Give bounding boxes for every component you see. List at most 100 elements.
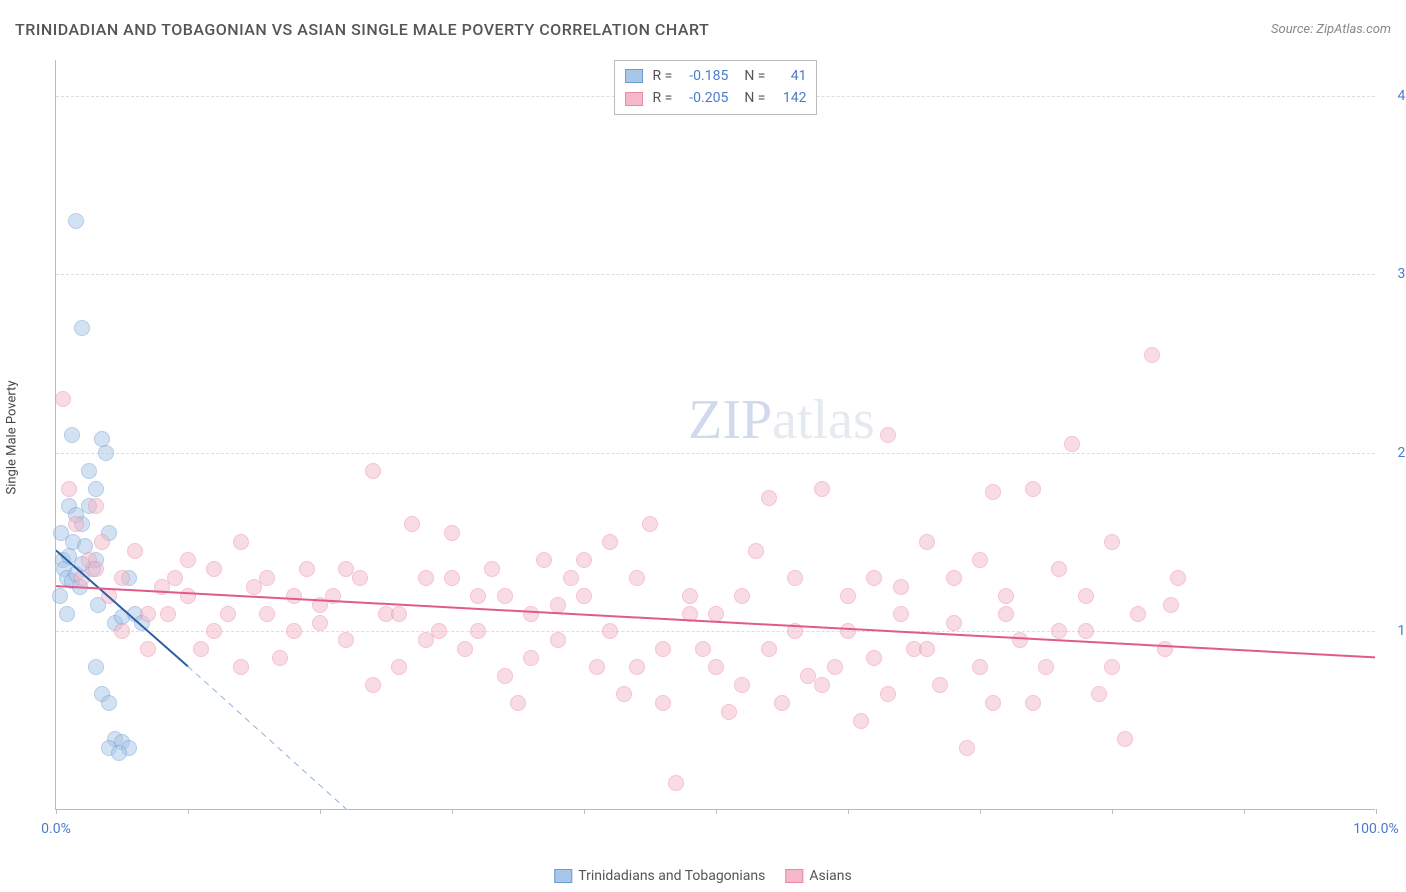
scatter-point-series-1 bbox=[853, 713, 869, 729]
xtick bbox=[1112, 809, 1113, 814]
scatter-point-series-1 bbox=[655, 641, 671, 657]
scatter-point-series-1 bbox=[55, 391, 71, 407]
scatter-point-series-1 bbox=[114, 623, 130, 639]
scatter-point-series-1 bbox=[1051, 623, 1067, 639]
scatter-point-series-1 bbox=[497, 668, 513, 684]
scatter-point-series-1 bbox=[866, 650, 882, 666]
ytick-label: 40.0% bbox=[1380, 88, 1406, 104]
scatter-point-series-1 bbox=[444, 525, 460, 541]
scatter-point-series-1 bbox=[602, 534, 618, 550]
scatter-point-series-0 bbox=[74, 320, 90, 336]
scatter-point-series-1 bbox=[365, 677, 381, 693]
scatter-point-series-1 bbox=[391, 659, 407, 675]
scatter-point-series-1 bbox=[1091, 686, 1107, 702]
scatter-point-series-1 bbox=[998, 588, 1014, 604]
plot-area: R = -0.185 N = 41 R = -0.205 N = 142 ZIP… bbox=[55, 60, 1375, 810]
ytick-label: 20.0% bbox=[1380, 445, 1406, 461]
scatter-point-series-1 bbox=[932, 677, 948, 693]
scatter-point-series-1 bbox=[457, 641, 473, 657]
scatter-point-series-1 bbox=[1117, 731, 1133, 747]
scatter-point-series-1 bbox=[404, 516, 420, 532]
scatter-point-series-1 bbox=[325, 588, 341, 604]
scatter-point-series-1 bbox=[985, 695, 1001, 711]
scatter-point-series-1 bbox=[1078, 623, 1094, 639]
scatter-point-series-0 bbox=[81, 463, 97, 479]
xtick bbox=[584, 809, 585, 814]
scatter-point-series-0 bbox=[111, 745, 127, 761]
xtick bbox=[320, 809, 321, 814]
scatter-point-series-1 bbox=[88, 561, 104, 577]
scatter-point-series-1 bbox=[774, 695, 790, 711]
scatter-point-series-1 bbox=[827, 659, 843, 675]
scatter-point-series-1 bbox=[576, 588, 592, 604]
scatter-point-series-1 bbox=[695, 641, 711, 657]
scatter-point-series-1 bbox=[1012, 632, 1028, 648]
scatter-point-series-1 bbox=[787, 570, 803, 586]
scatter-point-series-1 bbox=[88, 498, 104, 514]
scatter-point-series-1 bbox=[127, 543, 143, 559]
gridline-h bbox=[56, 453, 1375, 454]
scatter-point-series-1 bbox=[655, 695, 671, 711]
scatter-point-series-1 bbox=[814, 481, 830, 497]
scatter-point-series-1 bbox=[220, 606, 236, 622]
scatter-point-series-1 bbox=[563, 570, 579, 586]
scatter-point-series-1 bbox=[919, 641, 935, 657]
scatter-point-series-1 bbox=[708, 606, 724, 622]
scatter-point-series-1 bbox=[748, 543, 764, 559]
scatter-point-series-1 bbox=[629, 570, 645, 586]
scatter-point-series-0 bbox=[64, 427, 80, 443]
scatter-point-series-1 bbox=[444, 570, 460, 586]
scatter-point-series-1 bbox=[602, 623, 618, 639]
scatter-point-series-0 bbox=[88, 659, 104, 675]
scatter-point-series-1 bbox=[682, 588, 698, 604]
legend-swatch-0 bbox=[554, 869, 572, 883]
stats-legend: R = -0.185 N = 41 R = -0.205 N = 142 bbox=[614, 60, 818, 115]
scatter-point-series-1 bbox=[734, 677, 750, 693]
scatter-point-series-1 bbox=[140, 641, 156, 657]
scatter-point-series-1 bbox=[1104, 534, 1120, 550]
scatter-point-series-1 bbox=[761, 490, 777, 506]
gridline-h bbox=[56, 274, 1375, 275]
xtick bbox=[848, 809, 849, 814]
scatter-point-series-1 bbox=[972, 659, 988, 675]
scatter-point-series-1 bbox=[985, 484, 1001, 500]
xtick bbox=[188, 809, 189, 814]
scatter-point-series-1 bbox=[1025, 481, 1041, 497]
scatter-point-series-1 bbox=[1038, 659, 1054, 675]
xtick bbox=[1376, 809, 1377, 814]
scatter-point-series-1 bbox=[893, 606, 909, 622]
xtick bbox=[452, 809, 453, 814]
scatter-point-series-1 bbox=[352, 570, 368, 586]
scatter-point-series-0 bbox=[88, 481, 104, 497]
scatter-point-series-0 bbox=[59, 606, 75, 622]
scatter-point-series-1 bbox=[761, 641, 777, 657]
scatter-point-series-1 bbox=[642, 516, 658, 532]
scatter-point-series-1 bbox=[233, 534, 249, 550]
swatch-series-1 bbox=[625, 92, 643, 106]
scatter-point-series-1 bbox=[1157, 641, 1173, 657]
scatter-point-series-1 bbox=[893, 579, 909, 595]
scatter-point-series-1 bbox=[919, 534, 935, 550]
scatter-point-series-0 bbox=[53, 525, 69, 541]
scatter-point-series-1 bbox=[616, 686, 632, 702]
legend-item-1: Asians bbox=[785, 868, 851, 884]
scatter-point-series-1 bbox=[338, 561, 354, 577]
xtick bbox=[980, 809, 981, 814]
scatter-point-series-1 bbox=[959, 740, 975, 756]
stats-row-series-1: R = -0.205 N = 142 bbox=[625, 87, 807, 109]
scatter-point-series-1 bbox=[1104, 659, 1120, 675]
scatter-point-series-1 bbox=[418, 632, 434, 648]
scatter-point-series-1 bbox=[523, 606, 539, 622]
xtick bbox=[1244, 809, 1245, 814]
scatter-point-series-1 bbox=[470, 623, 486, 639]
scatter-point-series-1 bbox=[880, 427, 896, 443]
stats-row-series-0: R = -0.185 N = 41 bbox=[625, 65, 807, 87]
scatter-point-series-1 bbox=[589, 659, 605, 675]
scatter-point-series-1 bbox=[866, 570, 882, 586]
scatter-point-series-0 bbox=[68, 213, 84, 229]
scatter-point-series-1 bbox=[946, 570, 962, 586]
scatter-point-series-1 bbox=[206, 623, 222, 639]
scatter-point-series-1 bbox=[880, 686, 896, 702]
scatter-point-series-1 bbox=[272, 650, 288, 666]
chart-source: Source: ZipAtlas.com bbox=[1271, 22, 1391, 37]
